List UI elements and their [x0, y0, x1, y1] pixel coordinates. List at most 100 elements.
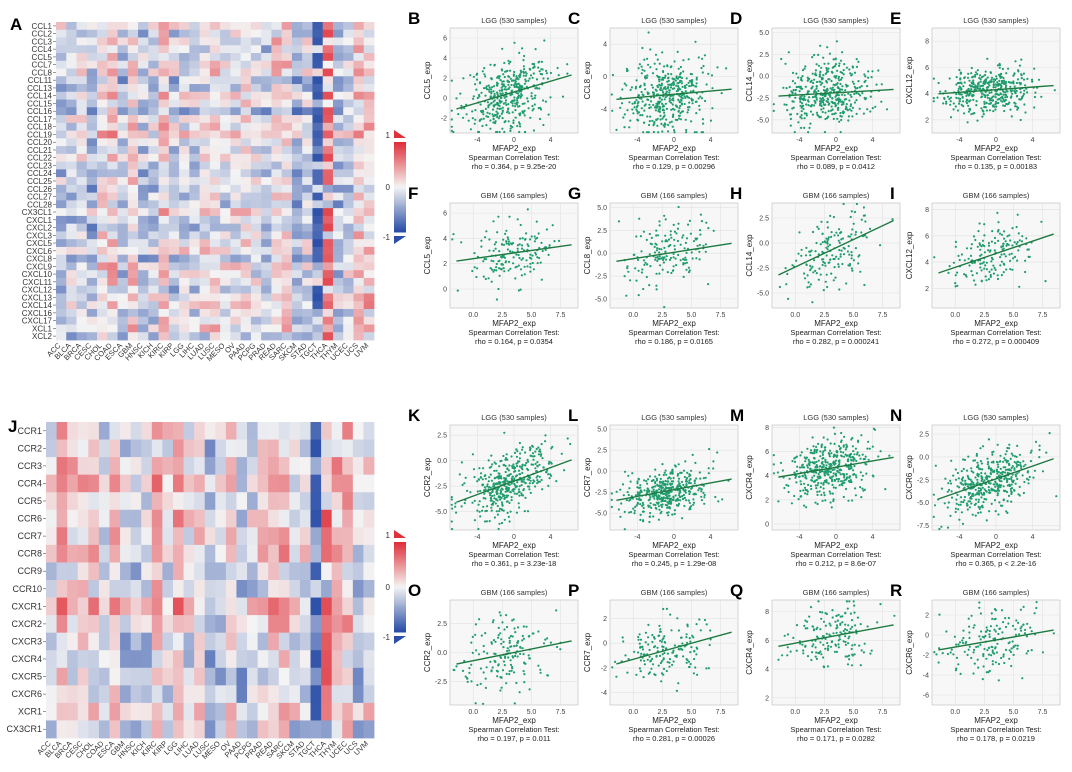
heatmap-cell: [302, 91, 313, 100]
data-point: [811, 56, 814, 59]
data-point: [512, 84, 516, 87]
heatmap-cell: [107, 223, 118, 232]
heatmap-cell: [77, 562, 89, 581]
heatmap-cell: [321, 632, 333, 651]
data-point: [536, 461, 539, 464]
data-point: [837, 257, 840, 260]
heatmap-cell: [209, 45, 221, 54]
heatmap-cell: [117, 99, 129, 108]
data-point: [822, 56, 825, 59]
heatmap-cell: [289, 632, 301, 651]
x-tick-label: 4: [709, 137, 713, 144]
data-point: [668, 89, 671, 92]
data-point: [517, 289, 521, 292]
heatmap-cell: [281, 277, 293, 287]
heatmap-cell: [278, 615, 290, 634]
data-point: [652, 96, 656, 99]
data-point: [492, 85, 496, 88]
heatmap-cell: [257, 667, 269, 686]
heatmap-cell: [141, 685, 153, 704]
heatmap-cell: [66, 208, 77, 217]
heatmap-cell: [225, 492, 237, 511]
heatmap-cell: [168, 22, 180, 31]
data-point: [659, 100, 662, 103]
color-legend: 10-1: [383, 130, 406, 244]
data-point: [1040, 220, 1043, 223]
data-point: [496, 84, 499, 87]
data-point: [814, 73, 817, 76]
data-point: [538, 246, 541, 250]
data-point: [974, 75, 977, 78]
legend-swatch: [394, 198, 406, 201]
data-point: [821, 250, 824, 253]
heatmap-cell: [151, 632, 163, 651]
heatmap-cell: [312, 308, 324, 318]
heatmap-cell: [322, 22, 334, 31]
heatmap-cell: [148, 223, 159, 232]
data-point: [681, 85, 684, 88]
heatmap-cell: [179, 270, 190, 279]
data-point: [653, 120, 656, 124]
heatmap-cell: [117, 277, 129, 287]
data-point: [804, 254, 808, 257]
heatmap-cell: [291, 223, 303, 232]
heatmap-cell: [158, 115, 170, 124]
heatmap-cell: [183, 720, 195, 739]
data-point: [996, 277, 1000, 281]
data-point: [990, 260, 993, 263]
heatmap-cell: [168, 293, 180, 302]
data-point: [654, 256, 657, 259]
legend-swatch: [394, 620, 406, 624]
data-point: [501, 80, 504, 83]
data-point: [507, 120, 510, 123]
heatmap-cell: [261, 277, 272, 287]
data-point: [1002, 271, 1005, 274]
heatmap-cell: [67, 492, 79, 511]
heatmap-cell: [247, 597, 259, 616]
heatmap-cell: [363, 702, 375, 721]
heatmap-cell: [189, 177, 201, 186]
heatmap-cell: [88, 509, 100, 528]
data-point: [1001, 244, 1005, 248]
heatmap-cell: [76, 130, 88, 139]
data-point: [483, 87, 486, 90]
heatmap-cell: [230, 316, 242, 325]
data-point: [965, 247, 969, 250]
data-point: [863, 73, 866, 76]
data-point: [821, 232, 824, 235]
data-point: [507, 59, 510, 62]
data-point: [692, 240, 696, 243]
data-point: [702, 122, 705, 125]
data-point: [672, 223, 675, 226]
data-point: [834, 105, 837, 108]
data-point: [487, 459, 490, 462]
heatmap-cell: [117, 84, 129, 93]
heatmap-cell: [86, 208, 98, 217]
data-point: [494, 122, 497, 125]
heatmap-cell: [86, 53, 98, 62]
data-point: [786, 272, 789, 276]
data-point: [942, 102, 945, 105]
data-point: [967, 104, 970, 107]
row-label: CXCL11: [22, 278, 52, 287]
data-point: [648, 103, 651, 106]
row-label: CCR8: [17, 549, 42, 559]
data-point: [1007, 243, 1010, 246]
data-point: [509, 129, 512, 133]
heatmap-cell: [117, 91, 129, 100]
heatmap-cell: [209, 84, 221, 93]
heatmap-cell: [141, 509, 153, 528]
data-point: [791, 100, 794, 103]
data-point: [976, 87, 979, 90]
data-point: [981, 84, 985, 87]
heatmap-cell: [343, 239, 354, 248]
heatmap-cell: [179, 223, 190, 232]
heatmap-cell: [172, 597, 184, 616]
heatmap-cell: [302, 29, 313, 38]
data-point: [866, 85, 869, 88]
legend-swatch: [394, 591, 406, 595]
data-point: [478, 82, 482, 85]
legend-swatch: [394, 546, 406, 550]
data-point: [661, 130, 664, 133]
heatmap-cell: [278, 509, 290, 528]
